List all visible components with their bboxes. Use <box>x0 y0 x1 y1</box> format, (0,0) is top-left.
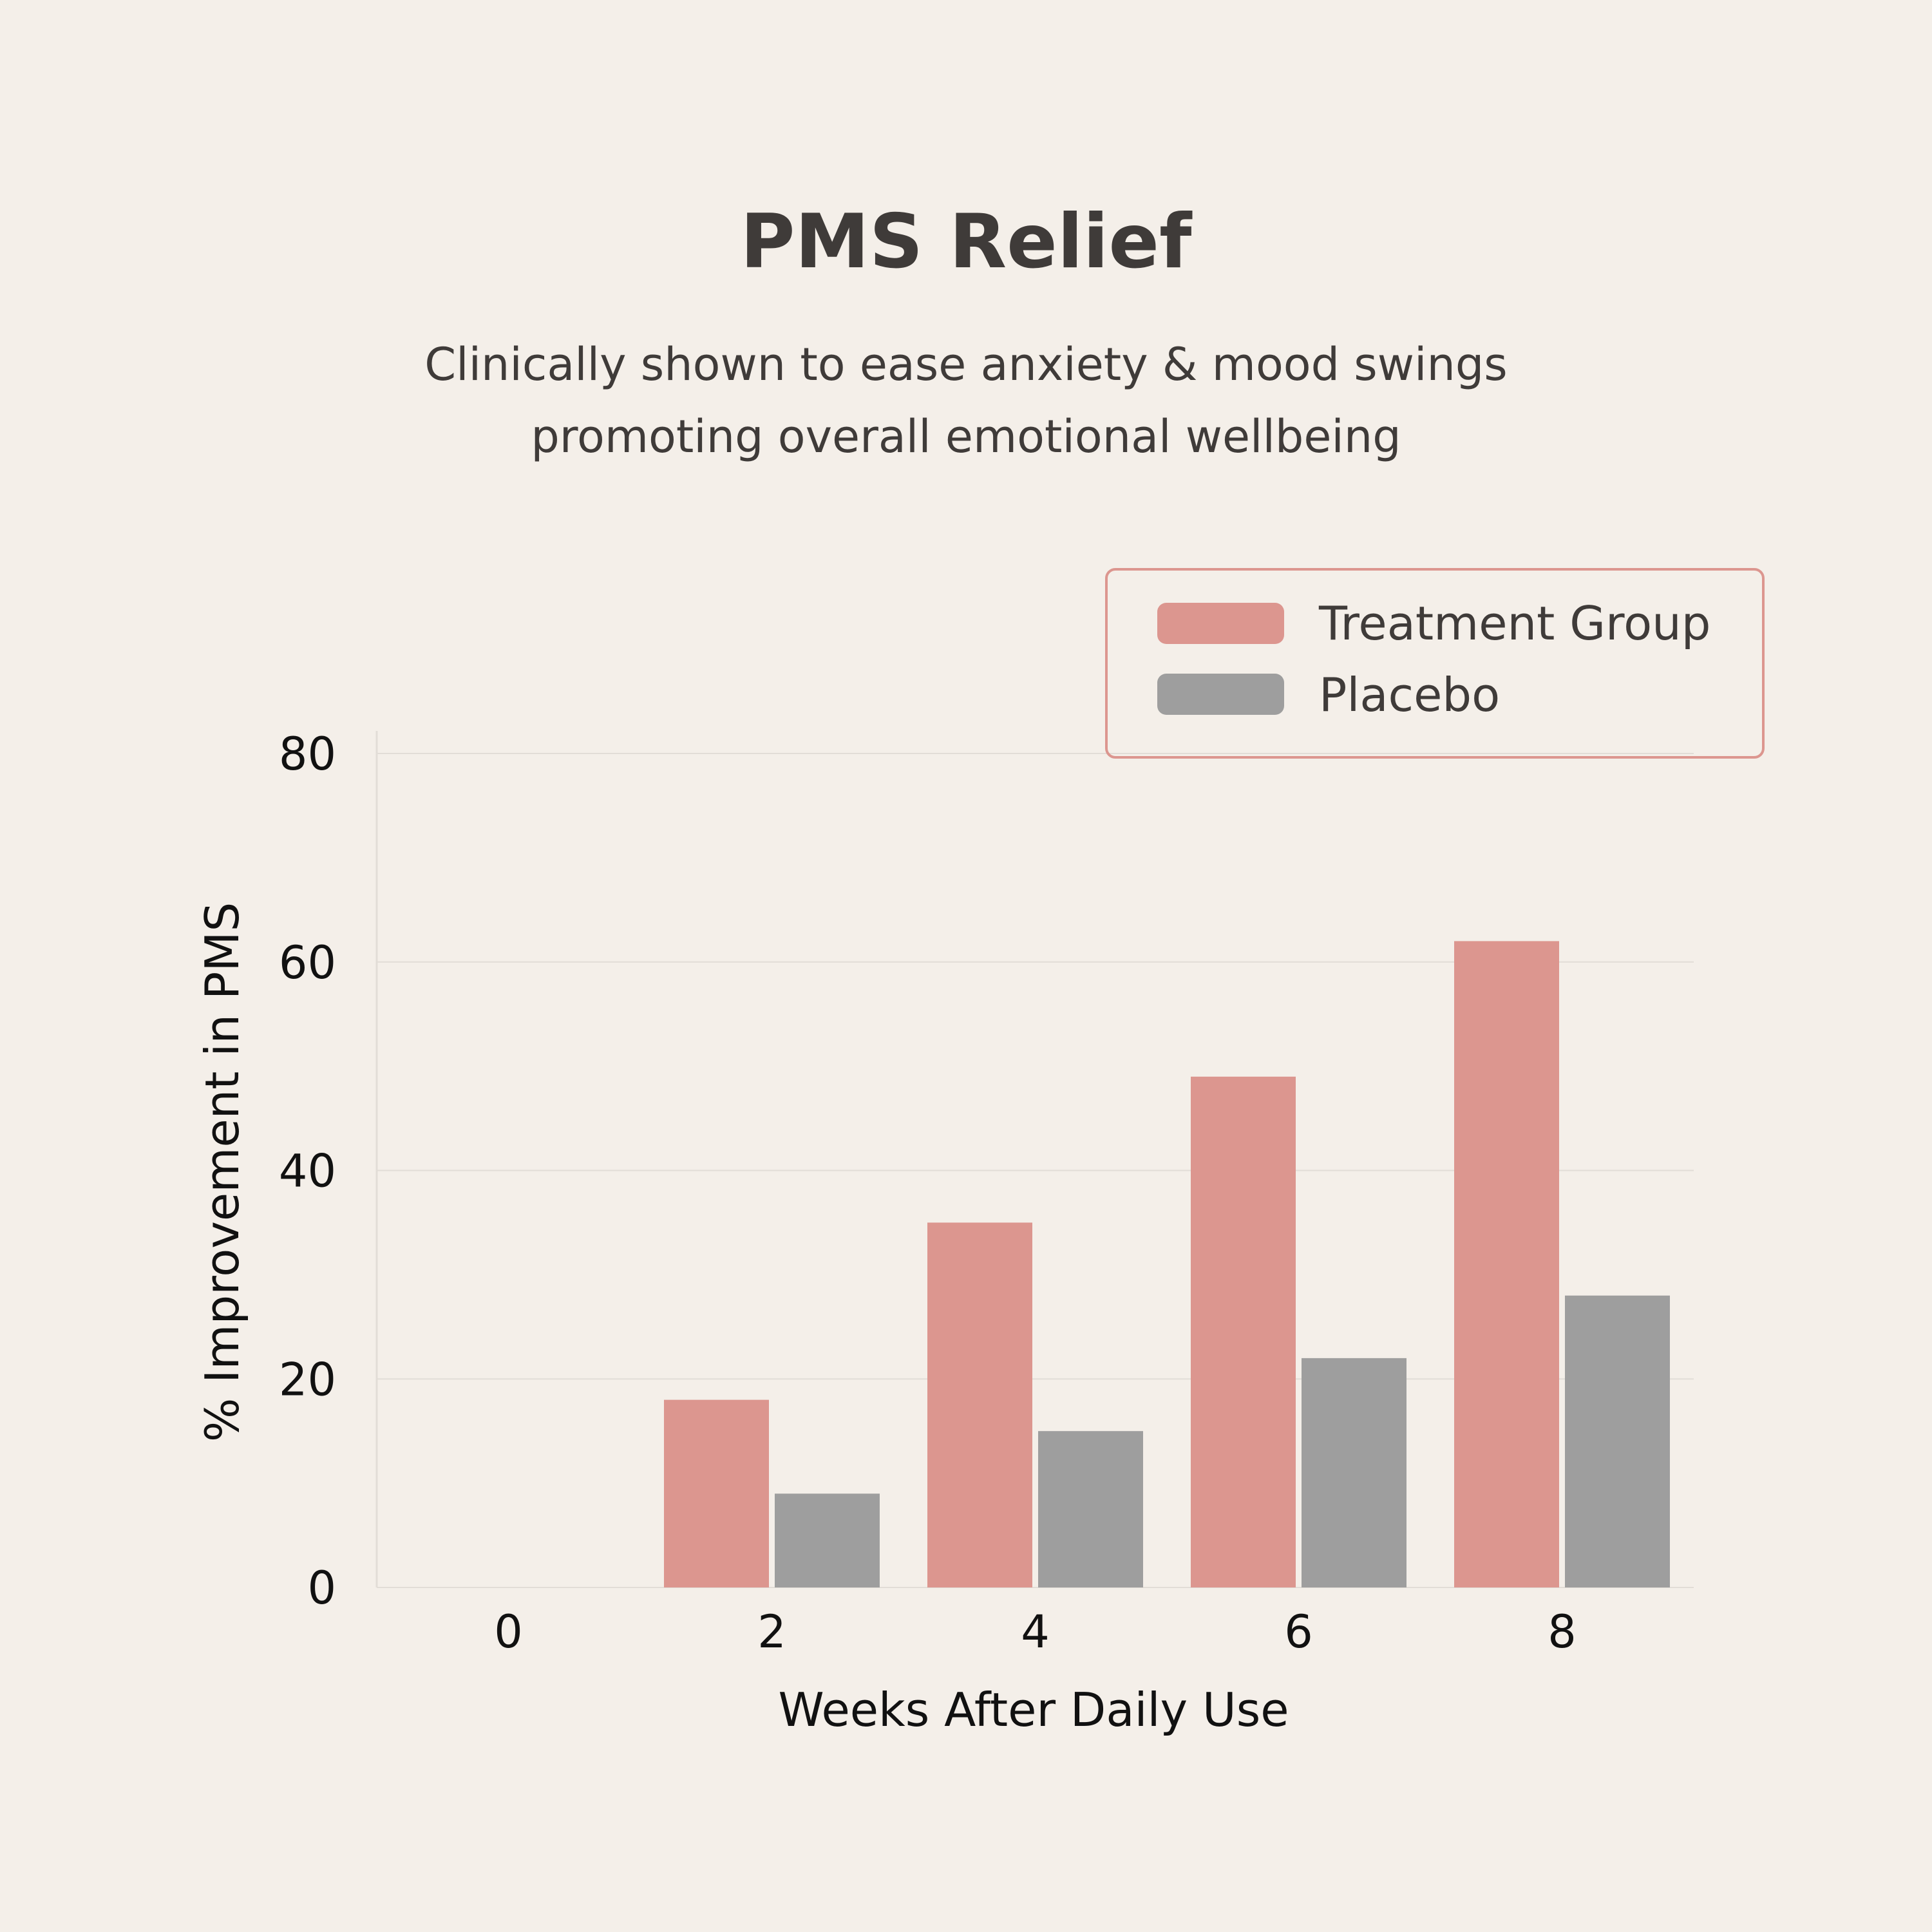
legend-swatch-placebo <box>1157 674 1284 715</box>
y-tick-label: 80 <box>279 728 336 781</box>
bar-treatment-week-8 <box>1454 941 1559 1587</box>
y-tick-label: 60 <box>279 936 336 989</box>
legend-swatch-treatment <box>1157 603 1284 644</box>
y-tick-labels: 0 20 40 60 80 <box>279 728 336 1615</box>
y-tick-label: 40 <box>279 1145 336 1198</box>
chart-title: PMS Relief <box>740 198 1193 285</box>
bar-placebo-week-6 <box>1302 1358 1406 1587</box>
bar-placebo-week-2 <box>775 1493 880 1587</box>
y-tick-label: 20 <box>279 1353 336 1406</box>
x-tick-labels: 0 2 4 6 8 <box>494 1605 1577 1658</box>
bar-treatment-week-6 <box>1191 1076 1296 1587</box>
chart-subtitle-line-2: promoting overall emotional wellbeing <box>531 410 1401 463</box>
chart-subtitle-line-1: Clinically shown to ease anxiety & mood … <box>424 338 1507 391</box>
x-tick-label: 6 <box>1284 1605 1313 1658</box>
y-axis-label: % Improvement in PMS <box>195 902 249 1442</box>
bars <box>664 941 1670 1587</box>
x-tick-label: 4 <box>1021 1605 1050 1658</box>
legend: Treatment Group Placebo <box>1105 568 1765 759</box>
bar-placebo-week-4 <box>1038 1431 1143 1587</box>
x-tick-label: 2 <box>757 1605 786 1658</box>
legend-label-placebo: Placebo <box>1319 668 1500 722</box>
x-tick-label: 8 <box>1548 1605 1577 1658</box>
y-tick-label: 0 <box>307 1562 336 1615</box>
bar-treatment-week-2 <box>664 1399 769 1587</box>
legend-box <box>1105 568 1765 759</box>
bar-treatment-week-4 <box>927 1222 1032 1587</box>
x-tick-label: 0 <box>494 1605 523 1658</box>
legend-label-treatment: Treatment Group <box>1318 596 1710 650</box>
bar-placebo-week-8 <box>1565 1295 1670 1587</box>
x-axis-label: Weeks After Daily Use <box>778 1683 1289 1737</box>
